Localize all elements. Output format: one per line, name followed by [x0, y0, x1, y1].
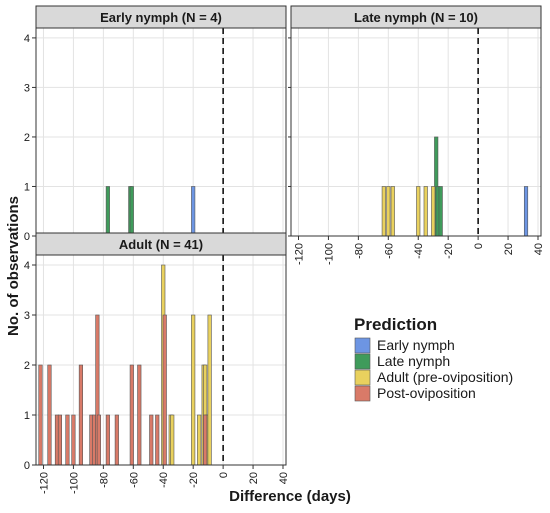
y-tick-label: 2: [24, 360, 30, 372]
y-tick-label: 4: [24, 260, 30, 272]
panel-title: Early nymph (N = 4): [100, 10, 222, 25]
x-tick-label: -40: [413, 243, 425, 259]
y-tick-label: 0: [24, 231, 30, 243]
panel-border: [35, 254, 287, 466]
plot-background: [36, 28, 286, 236]
plot-background: [36, 255, 286, 465]
bar: [197, 414, 202, 466]
x-tick-label: -40: [158, 472, 170, 488]
x-axis-title: Difference (days): [229, 488, 351, 505]
bar: [47, 364, 52, 466]
y-tick-label: 2: [24, 132, 30, 144]
x-tick-label: 20: [248, 472, 260, 484]
x-tick-label: -80: [353, 243, 365, 259]
x-tick-label: -60: [128, 472, 140, 488]
bar: [57, 414, 63, 466]
bar: [114, 414, 119, 466]
y-tick-label: 1: [24, 181, 30, 193]
panel-2: Late nymph (N = 10) -120 -100 -80 -60 -40 -20 0…: [288, 5, 545, 265]
bar: [191, 186, 196, 237]
x-tick-label: -20: [443, 243, 455, 259]
x-tick-label: -20: [188, 472, 200, 488]
x-tick-label: -120: [293, 243, 305, 265]
legend-swatch: [354, 369, 371, 386]
legend-swatch: [354, 385, 371, 402]
y-tick-label: 3: [24, 310, 30, 322]
x-tick-label: -80: [98, 472, 110, 488]
bar: [523, 186, 529, 237]
panel-1: Early nymph (N = 4) 0 1 2 3 4: [24, 5, 287, 243]
bar: [207, 314, 212, 466]
legend-label: Late nymph: [377, 353, 450, 369]
bar: [162, 314, 167, 466]
y-tick-label: 0: [24, 460, 30, 472]
bar: [431, 186, 436, 237]
x-tick-label: 20: [503, 243, 515, 255]
panel-3: Adult (N = 41) 0 1 2 3 4 -120 -100 -80 -60 -40 -20 0…: [24, 232, 290, 494]
bar: [381, 186, 386, 237]
bar: [390, 186, 395, 237]
bar: [386, 186, 391, 237]
x-tick-label: -100: [323, 243, 335, 265]
x-tick-label: -120: [38, 472, 50, 494]
bar: [137, 364, 142, 466]
bar: [170, 414, 175, 466]
x-tick-label: 0: [473, 243, 485, 249]
bar: [149, 414, 154, 466]
x-tick-label: 40: [533, 243, 545, 255]
legend-label: Post-oviposition: [377, 385, 476, 401]
bar: [423, 186, 428, 237]
bar: [438, 186, 443, 237]
legend-swatch: [354, 337, 371, 354]
bar: [129, 186, 134, 237]
x-tick-label: -60: [383, 243, 395, 259]
bar: [203, 414, 208, 466]
legend-label: Adult (pre-oviposition): [377, 369, 513, 385]
x-tick-label: 40: [278, 472, 290, 484]
legend-title: Prediction: [354, 315, 437, 334]
bar: [416, 186, 421, 237]
bar: [78, 364, 83, 466]
bar: [105, 186, 110, 237]
legend-label: Early nymph: [377, 337, 455, 353]
panels-layer: Early nymph (N = 4) 0 1 2 3 4 Late nymph (N = …: [24, 5, 545, 494]
panel-border: [290, 27, 542, 237]
bar: [129, 364, 134, 466]
bar: [105, 414, 110, 466]
bar: [96, 414, 101, 466]
y-axis-title: No. of observations: [5, 196, 22, 336]
panel-title: Adult (N = 41): [119, 237, 203, 252]
bar: [38, 364, 43, 466]
bar: [71, 414, 76, 466]
legend-swatch: [354, 353, 371, 370]
plot-background: [291, 28, 541, 236]
x-tick-label: 0: [218, 472, 230, 478]
x-tick-label: -100: [68, 472, 80, 494]
y-tick-label: 3: [24, 82, 30, 94]
bar: [191, 314, 196, 466]
y-tick-label: 4: [24, 33, 30, 45]
bar: [155, 414, 160, 466]
panel-title: Late nymph (N = 10): [354, 10, 478, 25]
bar: [65, 414, 70, 466]
y-tick-label: 1: [24, 410, 30, 422]
